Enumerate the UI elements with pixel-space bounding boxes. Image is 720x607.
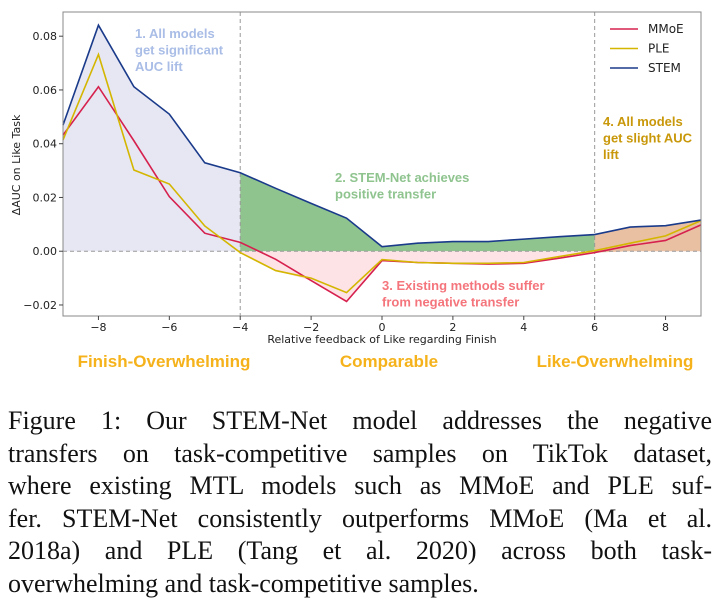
x-tick-label: −2 bbox=[303, 321, 319, 334]
annotation-text: 1. All models bbox=[135, 26, 215, 41]
annotation-text: lift bbox=[603, 147, 620, 162]
figure-caption: Figure 1: Our STEM-Net model addresses t… bbox=[8, 405, 712, 600]
fill-negative-transfer bbox=[240, 251, 595, 302]
y-tick-label: 0.04 bbox=[33, 138, 58, 151]
caption-line: 2018a) and PLE (Tang et al. 2020) across… bbox=[8, 536, 712, 565]
x-axis-label: Relative feedback of Like regarding Fini… bbox=[267, 333, 496, 346]
y-tick-label: −0.02 bbox=[23, 299, 57, 312]
caption-line: Figure 1: Our STEM-Net model addresses t… bbox=[8, 406, 712, 435]
annotation-text: 3. Existing methods suffer bbox=[382, 278, 545, 293]
legend-label-ple: PLE bbox=[648, 42, 670, 56]
category-label-finish-overwhelming: Finish-Overwhelming bbox=[78, 352, 251, 371]
x-tick-label: 0 bbox=[379, 321, 386, 334]
y-tick-label: 0.06 bbox=[33, 84, 58, 97]
legend-label-mmoe: MMoE bbox=[648, 22, 684, 36]
caption-line: fer. STEM-Net consistently outperforms M… bbox=[8, 503, 712, 533]
x-tick-label: −6 bbox=[161, 321, 177, 334]
annotation-text: from negative transfer bbox=[382, 295, 519, 310]
x-tick-label: 2 bbox=[449, 321, 456, 334]
legend-label-stem: STEM bbox=[648, 61, 681, 75]
x-tick-label: 8 bbox=[662, 321, 669, 334]
annotation-text: get significant bbox=[135, 43, 224, 58]
y-tick-label: 0.08 bbox=[33, 30, 58, 43]
annotation-text: AUC lift bbox=[135, 59, 183, 74]
annotation-text: 2. STEM-Net achieves bbox=[335, 170, 469, 185]
y-tick-label: 0.00 bbox=[33, 245, 58, 258]
x-tick-label: −8 bbox=[90, 321, 106, 334]
legend: MMoE PLE STEM bbox=[610, 22, 684, 75]
fill-stem-positive-transfer bbox=[240, 172, 595, 252]
chart: −8 −6 −4 −2 0 2 4 6 8 −0.02 0.00 0.02 0.04 0.06 0.08 1… bbox=[10, 11, 702, 371]
series-line-ple bbox=[62, 52, 702, 294]
annotation-text: 4. All models bbox=[603, 114, 683, 129]
category-label-comparable: Comparable bbox=[340, 352, 438, 371]
x-tick-label: 6 bbox=[591, 321, 598, 334]
y-tick-label: 0.02 bbox=[33, 191, 58, 204]
annotation-text: positive transfer bbox=[335, 187, 436, 202]
y-axis-label: ΔAUC on Like Task bbox=[10, 114, 23, 215]
caption-line: where existing MTL models such as MMoE a… bbox=[8, 471, 712, 500]
x-tick-label: −4 bbox=[232, 321, 248, 334]
category-label-like-overwhelming: Like-Overwhelming bbox=[537, 352, 694, 371]
annotation-text: get slight AUC bbox=[603, 131, 693, 146]
series-line-stem bbox=[62, 23, 702, 248]
caption-line: transfers on task-competitive samples on… bbox=[8, 438, 712, 468]
x-tick-label: 4 bbox=[520, 321, 527, 334]
caption-line: overwhelming and task-competitive sample… bbox=[8, 568, 479, 598]
